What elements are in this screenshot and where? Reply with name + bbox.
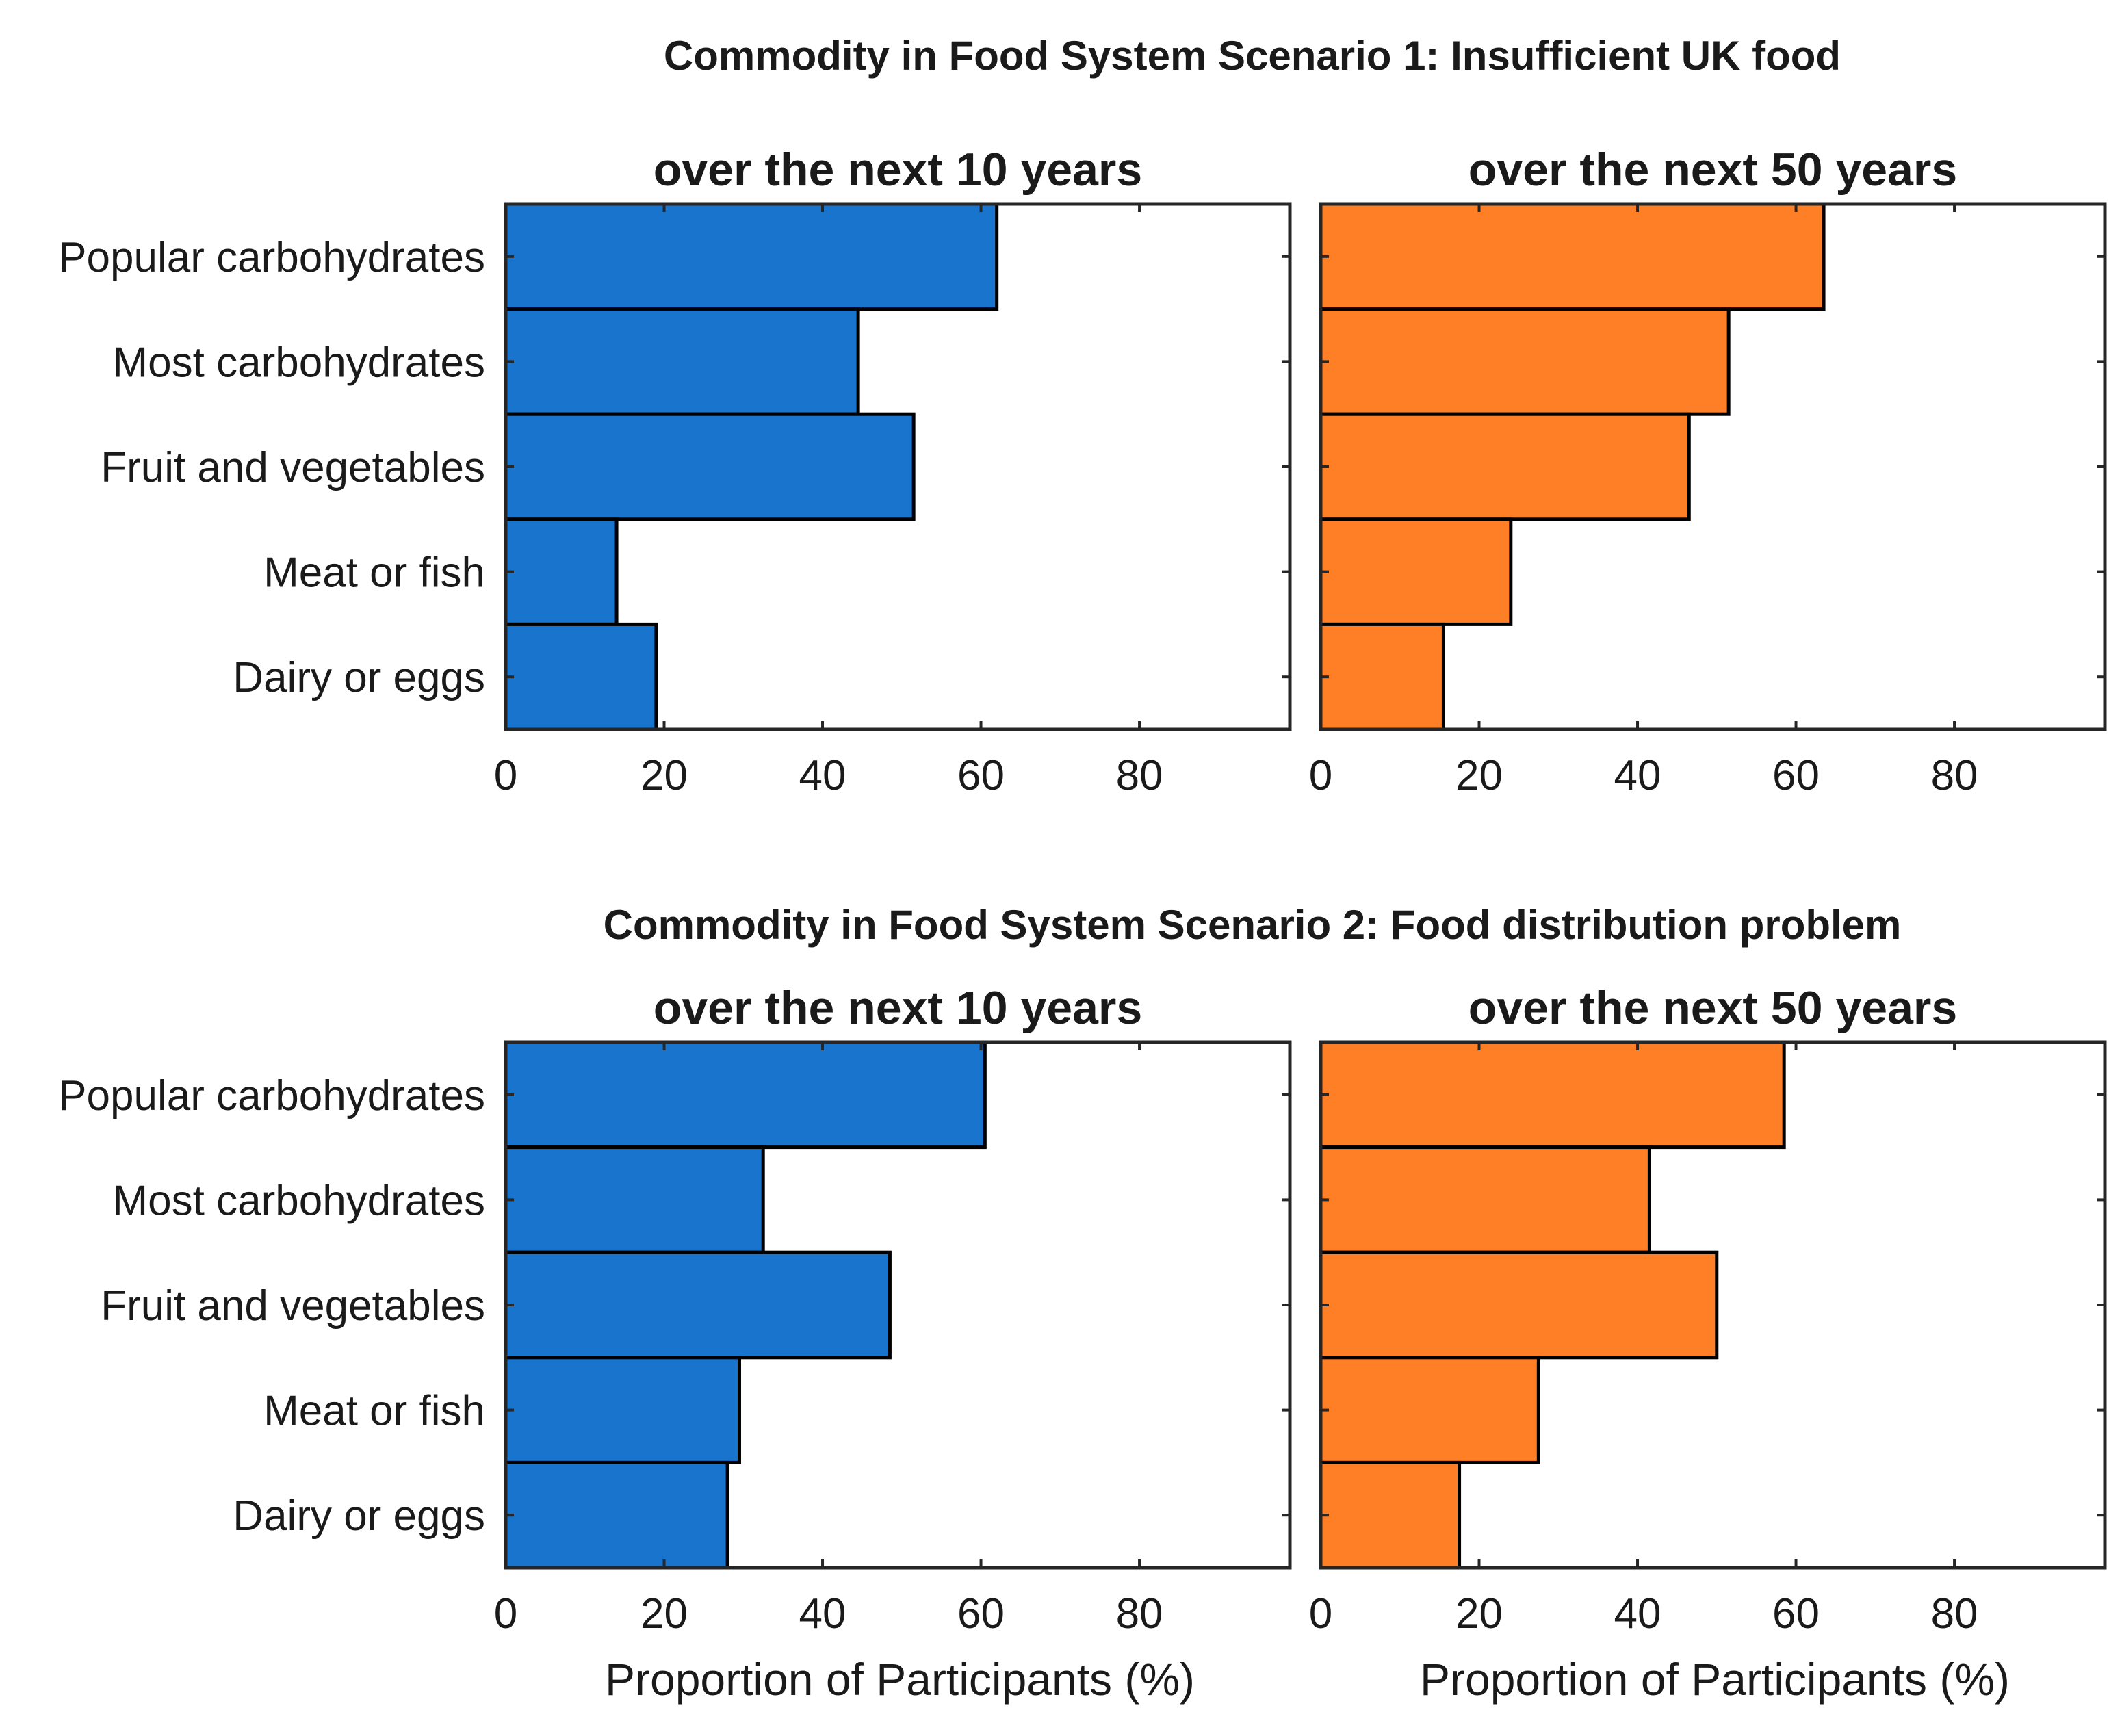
bar-most-carbohydrates — [504, 1145, 765, 1254]
x-tick-label: 80 — [1931, 752, 1978, 799]
bar-most-carbohydrates — [504, 307, 860, 416]
x-tick-label: 80 — [1116, 1590, 1163, 1637]
bar-popular-carbohydrates — [504, 1040, 987, 1150]
category-label: Most carbohydrates — [113, 1177, 485, 1224]
x-tick-label: 20 — [641, 1590, 688, 1637]
x-tick-label: 60 — [957, 752, 1005, 799]
x-tick-label: 60 — [1772, 1590, 1820, 1637]
x-tick-label: 40 — [1614, 752, 1661, 799]
bar-meat-or-fish — [1319, 1356, 1540, 1464]
panel-title: over the next 10 years — [654, 982, 1142, 1034]
category-label: Meat or fish — [263, 549, 485, 597]
x-tick-label: 40 — [799, 1590, 846, 1637]
scenario-2-title: Commodity in Food System Scenario 2: Foo… — [604, 902, 1902, 948]
bar-fruit-and-vegetables — [504, 1250, 892, 1360]
panel-title: over the next 50 years — [1468, 144, 1957, 196]
scenario-1-title: Commodity in Food System Scenario 1: Ins… — [664, 33, 1841, 79]
bar-dairy-or-eggs — [504, 1460, 729, 1570]
bar-popular-carbohydrates — [504, 202, 999, 311]
category-label: Popular carbohydrates — [58, 234, 485, 281]
bar-dairy-or-eggs — [504, 622, 658, 731]
x-tick-label: 60 — [1772, 752, 1820, 799]
x-tick-label: 20 — [1455, 752, 1503, 799]
x-tick-label: 0 — [494, 1590, 517, 1637]
category-label: Dairy or eggs — [233, 654, 485, 701]
x-tick-label: 20 — [641, 752, 688, 799]
panel-title: over the next 10 years — [654, 144, 1142, 196]
x-tick-label: 0 — [494, 752, 517, 799]
category-label: Fruit and vegetables — [101, 444, 485, 491]
category-label: Most carbohydrates — [113, 339, 485, 386]
x-axis-label: Proportion of Participants (%) — [605, 1654, 1195, 1705]
chart-panel-3: over the next 10 years Popular carbohydra… — [58, 982, 1292, 1705]
bar-fruit-and-vegetables — [1319, 412, 1691, 521]
category-label: Fruit and vegetables — [101, 1282, 485, 1330]
x-tick-label: 40 — [799, 752, 846, 799]
chart-panel-2: over the next 50 years 0 20 40 60 80 — [1309, 144, 2107, 799]
bar-dairy-or-eggs — [1319, 1460, 1462, 1570]
bar-meat-or-fish — [1319, 517, 1513, 626]
bar-popular-carbohydrates — [1319, 1040, 1786, 1150]
category-label: Popular carbohydrates — [58, 1072, 485, 1119]
category-label: Dairy or eggs — [233, 1492, 485, 1540]
bar-popular-carbohydrates — [1319, 202, 1826, 311]
panel-title: over the next 50 years — [1468, 982, 1957, 1034]
chart-panels: over the next 10 years Popular carbohydra… — [58, 144, 2107, 1705]
chart-panel-1: over the next 10 years Popular carbohydra… — [58, 144, 1292, 799]
x-tick-label: 20 — [1455, 1590, 1503, 1637]
x-tick-label: 0 — [1309, 1590, 1332, 1637]
bar-most-carbohydrates — [1319, 1145, 1651, 1254]
x-axis-label: Proportion of Participants (%) — [1420, 1654, 2010, 1705]
x-tick-label: 80 — [1931, 1590, 1978, 1637]
bar-most-carbohydrates — [1319, 307, 1731, 416]
bar-meat-or-fish — [504, 1356, 741, 1464]
x-tick-label: 60 — [957, 1590, 1005, 1637]
bar-fruit-and-vegetables — [504, 412, 916, 521]
x-tick-label: 0 — [1309, 752, 1332, 799]
bar-meat-or-fish — [504, 517, 619, 626]
chart-panel-4: over the next 50 years 0 20 40 60 80 Proportio… — [1309, 982, 2107, 1705]
category-label: Meat or fish — [263, 1388, 485, 1435]
x-tick-label: 80 — [1116, 752, 1163, 799]
bar-dairy-or-eggs — [1319, 622, 1445, 731]
x-tick-label: 40 — [1614, 1590, 1661, 1637]
bar-fruit-and-vegetables — [1319, 1250, 1719, 1360]
